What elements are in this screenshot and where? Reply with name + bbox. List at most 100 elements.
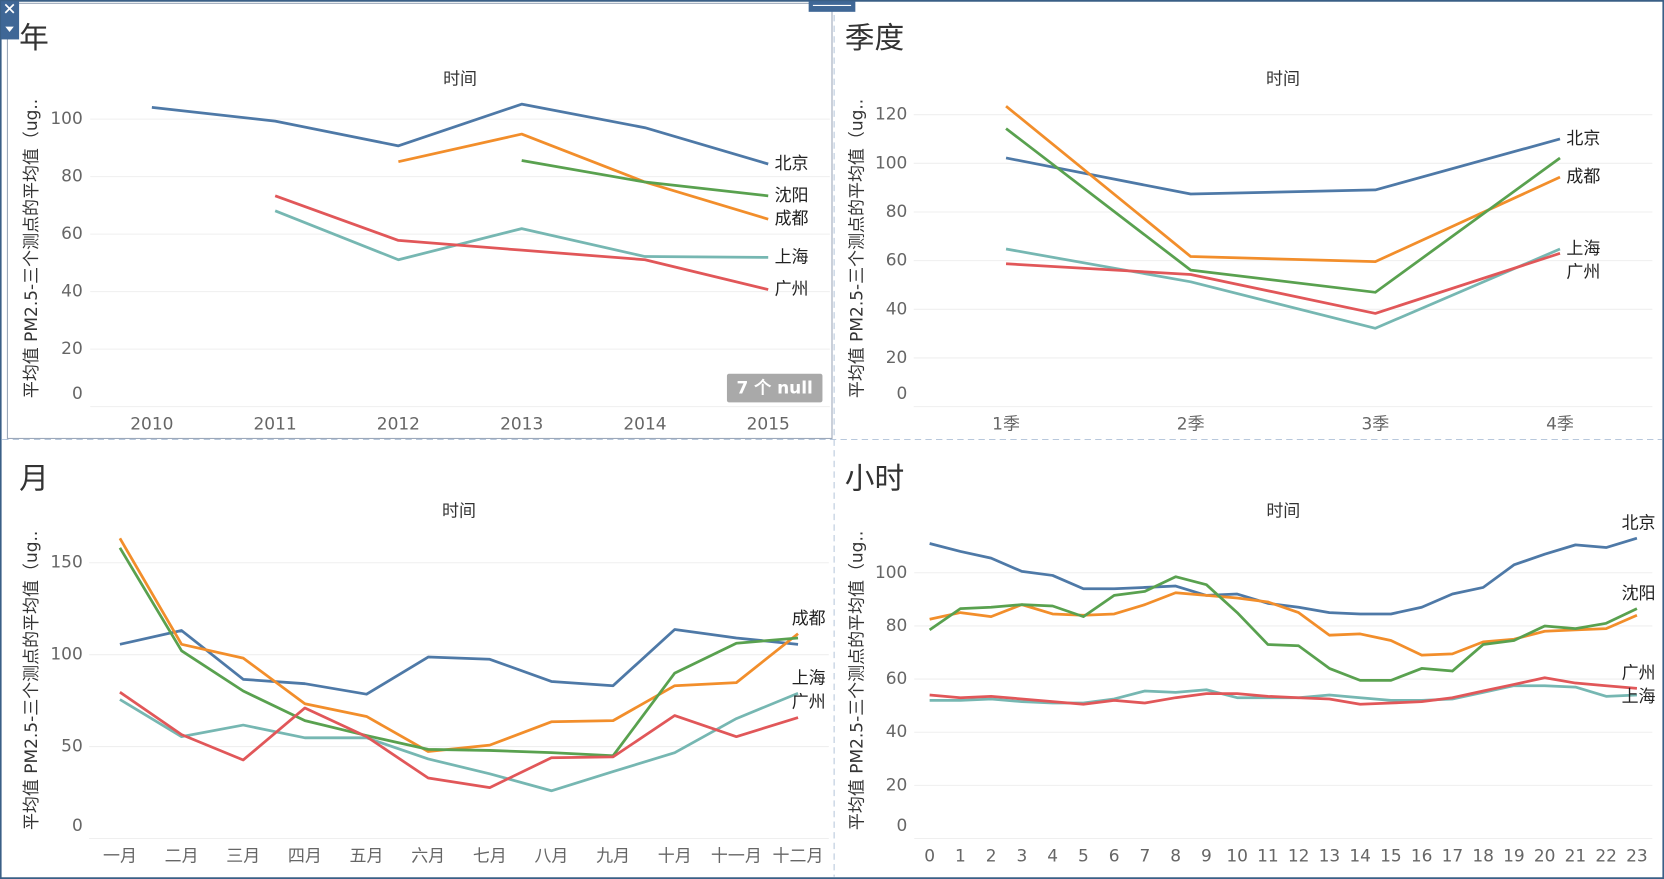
x-tick-label: 10: [1226, 847, 1248, 867]
x-tick-label: 2010: [130, 415, 173, 435]
x-tick-label: 17: [1442, 847, 1464, 867]
x-axis-title: 时间: [442, 502, 476, 522]
series-label: 北京: [1566, 129, 1600, 149]
move-handle[interactable]: [808, 1, 856, 12]
y-axis-title: 平均值 PM2.5-三个测点的平均值（ug..: [22, 99, 42, 398]
x-tick-label: 十二月: [773, 847, 824, 867]
x-tick-label: 0: [924, 847, 935, 867]
selected-panel: [6, 2, 833, 439]
series-line: [118, 537, 799, 753]
menu-icon[interactable]: [5, 26, 14, 32]
x-tick-label: 2季: [1177, 415, 1205, 435]
series-label: 成都: [775, 209, 809, 229]
x-tick-label: 2011: [254, 415, 297, 435]
x-tick-label: 1季: [992, 415, 1020, 435]
x-tick-label: 九月: [596, 847, 630, 867]
x-tick-label: 2015: [747, 415, 790, 435]
y-tick-label: 80: [61, 167, 83, 187]
y-tick-label: 100: [50, 645, 82, 665]
x-tick-label: 15: [1380, 847, 1402, 867]
x-tick-label: 9: [1201, 847, 1212, 867]
series-label: 广州: [1566, 262, 1600, 282]
x-tick-label: 十月: [658, 847, 692, 867]
series-line: [118, 547, 799, 758]
y-tick-label: 40: [61, 282, 83, 302]
y-tick-label: 120: [875, 105, 907, 125]
series-line: [1005, 127, 1561, 294]
x-tick-label: 十一月: [711, 847, 762, 867]
panel-title: 小时: [845, 461, 904, 496]
x-tick-label: 13: [1319, 847, 1341, 867]
x-tick-label: 14: [1349, 847, 1371, 867]
y-tick-label: 20: [61, 339, 83, 359]
series-line: [398, 132, 769, 221]
x-tick-label: 18: [1472, 847, 1494, 867]
panel-control[interactable]: [1, 1, 20, 40]
series-label: 沈阳: [1622, 584, 1656, 604]
series-label: 北京: [1622, 513, 1656, 533]
y-tick-label: 20: [886, 775, 908, 795]
y-tick-label: 0: [72, 816, 83, 836]
y-tick-label: 50: [61, 737, 83, 757]
series-line: [1005, 247, 1561, 330]
x-tick-label: 19: [1503, 847, 1525, 867]
series-line: [119, 691, 799, 789]
close-icon[interactable]: [4, 3, 15, 14]
series-line: [929, 536, 1638, 616]
series-line: [1005, 252, 1561, 315]
x-axis-title: 时间: [1266, 502, 1300, 522]
x-tick-label: 4季: [1546, 415, 1574, 435]
series-label: 上海: [775, 247, 809, 267]
y-axis-title: 平均值 PM2.5-三个测点的平均值（ug..: [847, 531, 867, 830]
series-line: [151, 102, 769, 166]
series-label: 北京: [775, 154, 809, 174]
y-axis-title: 平均值 PM2.5-三个测点的平均值（ug..: [847, 99, 867, 398]
y-tick-label: 0: [72, 384, 83, 404]
y-tick-label: 20: [886, 348, 908, 368]
series-label: 广州: [775, 280, 809, 300]
panel-title: 季度: [845, 21, 904, 56]
series-label: 成都: [792, 609, 826, 629]
x-tick-label: 二月: [165, 847, 199, 867]
x-tick-label: 3季: [1361, 415, 1389, 435]
panel-title: 年: [19, 21, 49, 56]
x-tick-label: 三月: [226, 847, 260, 867]
x-tick-label: 3: [1016, 847, 1027, 867]
series-label: 上海: [1566, 239, 1600, 259]
x-tick-label: 2012: [377, 415, 420, 435]
series-label: 沈阳: [775, 186, 809, 206]
y-tick-label: 60: [61, 224, 83, 244]
series-line: [119, 628, 799, 696]
y-tick-label: 100: [875, 563, 907, 583]
series-label: 上海: [792, 668, 826, 688]
series-label: 广州: [1622, 664, 1656, 684]
series-label: 广州: [792, 693, 826, 713]
series-line: [274, 209, 769, 262]
null-badge-text: 7 个 null: [736, 378, 812, 399]
x-tick-label: 1: [955, 847, 966, 867]
x-tick-label: 4: [1047, 847, 1058, 867]
y-tick-label: 100: [875, 153, 907, 173]
series-line: [521, 159, 769, 198]
y-tick-label: 100: [50, 109, 82, 129]
series-line: [1005, 137, 1561, 196]
x-tick-label: 2014: [623, 415, 666, 435]
y-tick-label: 60: [886, 669, 908, 689]
x-tick-label: 六月: [411, 847, 445, 867]
y-tick-label: 60: [886, 251, 908, 271]
y-tick-label: 0: [897, 384, 908, 404]
x-tick-label: 一月: [103, 847, 137, 867]
x-tick-label: 20: [1534, 847, 1556, 867]
x-axis-title: 时间: [443, 70, 477, 90]
x-tick-label: 22: [1595, 847, 1617, 867]
x-tick-label: 11: [1257, 847, 1279, 867]
x-tick-label: 21: [1565, 847, 1587, 867]
x-axis-title: 时间: [1266, 70, 1300, 90]
series-line: [1005, 105, 1561, 264]
x-tick-label: 12: [1288, 847, 1310, 867]
x-tick-label: 16: [1411, 847, 1433, 867]
x-tick-label: 2: [986, 847, 997, 867]
series-label: 成都: [1566, 167, 1600, 187]
x-tick-label: 五月: [350, 847, 384, 867]
